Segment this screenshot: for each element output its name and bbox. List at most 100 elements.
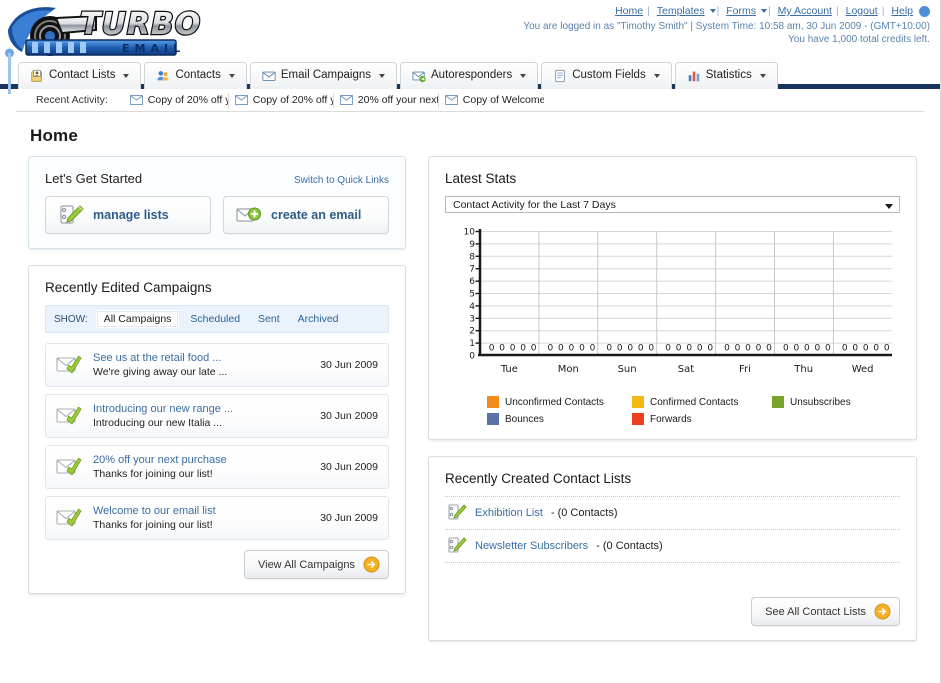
envelope-icon bbox=[339, 95, 353, 105]
chart-data-label: 0 bbox=[676, 344, 682, 354]
svg-text:0: 0 bbox=[469, 352, 475, 362]
nav-tab-label: Statistics bbox=[705, 69, 752, 82]
chart-data-label: 0 bbox=[873, 344, 879, 354]
campaign-subtitle: We're giving away our late ... bbox=[93, 366, 228, 378]
chart-data-label: 0 bbox=[648, 344, 654, 354]
header-link-forms[interactable]: Forms bbox=[726, 5, 757, 17]
stats-range-select[interactable]: Contact Activity for the Last 7 Days bbox=[445, 196, 900, 213]
filter-scheduled[interactable]: Scheduled bbox=[190, 313, 241, 325]
nav-tab-custom-fields[interactable]: Custom Fields bbox=[541, 62, 672, 89]
recent-activity-item[interactable]: Copy of Welcome to bbox=[439, 93, 544, 108]
contact-list-name[interactable]: Exhibition List bbox=[475, 507, 543, 519]
header-link-help[interactable]: Help bbox=[891, 5, 913, 17]
nav-tab-list: Contact Lists Contacts Email Campa bbox=[18, 60, 940, 89]
view-all-campaigns-label: View All Campaigns bbox=[257, 558, 355, 571]
campaign-list-item[interactable]: Introducing our new range ... Introducin… bbox=[45, 394, 389, 438]
campaign-date: 30 Jun 2009 bbox=[320, 359, 378, 371]
nav-tab-email-campaigns[interactable]: Email Campaigns bbox=[249, 62, 397, 89]
legend-item-unsubscribes: Unsubscribes bbox=[772, 396, 882, 408]
header-link-templates[interactable]: Templates bbox=[656, 5, 705, 17]
campaign-title[interactable]: See us at the retail food ... bbox=[93, 352, 222, 364]
filter-sent[interactable]: Sent bbox=[258, 313, 280, 325]
nav-tab-contact-lists[interactable]: Contact Lists bbox=[18, 62, 142, 89]
chevron-down-icon bbox=[709, 9, 716, 14]
nav-tab-autoresponders[interactable]: Autoresponders bbox=[400, 62, 539, 89]
chart-data-label: 0 bbox=[548, 344, 554, 354]
chart-data-label: 0 bbox=[825, 344, 831, 354]
nav-tab-label: Contact Lists bbox=[49, 69, 116, 82]
latest-stats-panel: Latest Stats Contact Activity for the La… bbox=[428, 156, 917, 440]
chart-data-label: 0 bbox=[686, 344, 692, 354]
nav-tab-label: Contacts bbox=[175, 69, 221, 82]
statistics-icon bbox=[688, 71, 699, 82]
chart-category-label: Wed bbox=[852, 364, 874, 375]
recent-activity-item[interactable]: Copy of 20% off yo bbox=[229, 92, 334, 108]
chevron-down-icon bbox=[885, 204, 893, 209]
svg-text:10: 10 bbox=[464, 228, 476, 238]
recent-activity-item[interactable]: 20% off your next bbox=[334, 92, 439, 108]
svg-text:8: 8 bbox=[469, 252, 475, 262]
campaign-list-item[interactable]: Welcome to our email list Thanks for joi… bbox=[45, 496, 389, 540]
contact-list-count: - (0 Contacts) bbox=[550, 507, 618, 519]
recent-activity-item[interactable]: Copy of 20% off yo bbox=[124, 92, 229, 108]
recently-edited-campaigns-panel: Recently Edited Campaigns SHOW: All Camp… bbox=[28, 265, 406, 594]
switch-to-quick-links[interactable]: Switch to Quick Links bbox=[293, 175, 389, 186]
autoresponder-icon bbox=[412, 71, 426, 83]
legend-item-confirmed-contacts: Confirmed Contacts bbox=[632, 396, 772, 408]
chart-data-label: 0 bbox=[499, 344, 505, 354]
manage-lists-label: manage lists bbox=[93, 208, 169, 222]
chart-category-label: Fri bbox=[739, 364, 751, 375]
chart-data-label: 0 bbox=[531, 344, 537, 354]
view-all-campaigns-button[interactable]: View All Campaigns bbox=[243, 550, 389, 579]
chart-data-label: 0 bbox=[783, 344, 789, 354]
left-column: Let's Get Started Switch to Quick Links bbox=[28, 156, 406, 610]
contact-list-row[interactable]: Newsletter Subscribers - (0 Contacts) bbox=[445, 530, 900, 563]
chart-category-label: Tue bbox=[500, 364, 518, 375]
chevron-down-icon bbox=[759, 74, 766, 78]
contact-list-name[interactable]: Newsletter Subscribers bbox=[475, 540, 589, 552]
header-link-home[interactable]: Home bbox=[615, 5, 644, 17]
nav-tab-label: Custom Fields bbox=[572, 69, 646, 82]
chevron-down-icon bbox=[520, 74, 527, 78]
nav-tab-statistics[interactable]: Statistics bbox=[674, 62, 778, 89]
contact-lists-panel-title: Recently Created Contact Lists bbox=[445, 471, 632, 486]
chart-data-label: 0 bbox=[489, 344, 495, 354]
legend-label: Unsubscribes bbox=[790, 396, 851, 408]
chart-data-label: 0 bbox=[863, 344, 869, 354]
chart-data-label: 0 bbox=[842, 344, 848, 354]
campaign-list-item[interactable]: See us at the retail food ... We're givi… bbox=[45, 343, 389, 387]
svg-text:TURBO: TURBO bbox=[80, 7, 201, 42]
legend-label: Bounces bbox=[505, 413, 544, 425]
envelope-icon bbox=[234, 95, 248, 105]
campaign-title[interactable]: Welcome to our email list bbox=[93, 505, 216, 517]
legend-swatch bbox=[632, 396, 644, 408]
header-link-my-account[interactable]: My Account bbox=[777, 5, 832, 17]
chart-data-label: 0 bbox=[569, 344, 575, 354]
help-circle-icon[interactable] bbox=[919, 5, 930, 17]
legend-swatch bbox=[772, 396, 784, 408]
svg-text:1: 1 bbox=[469, 339, 475, 349]
divider: | bbox=[835, 5, 839, 17]
divider: | bbox=[716, 5, 720, 17]
campaign-title[interactable]: Introducing our new range ... bbox=[93, 403, 234, 415]
chevron-down-icon bbox=[379, 74, 385, 78]
svg-text:2: 2 bbox=[469, 327, 475, 337]
contact-list-row[interactable]: Exhibition List - (0 Contacts) bbox=[445, 496, 900, 530]
get-started-panel: Let's Get Started Switch to Quick Links bbox=[28, 156, 406, 249]
create-an-email-button[interactable]: create an email bbox=[223, 196, 389, 234]
chart-category-label: Thu bbox=[793, 364, 813, 375]
campaign-title[interactable]: 20% off your next purchase bbox=[93, 454, 227, 466]
nav-tab-contacts[interactable]: Contacts bbox=[144, 62, 247, 89]
campaign-subtitle: Thanks for joining our list! bbox=[93, 519, 213, 531]
divider: | bbox=[768, 5, 771, 17]
chart-data-label: 0 bbox=[804, 344, 810, 354]
filter-archived[interactable]: Archived bbox=[297, 313, 339, 325]
filter-all-campaigns[interactable]: All Campaigns bbox=[95, 310, 180, 328]
svg-text:6: 6 bbox=[469, 277, 475, 287]
manage-lists-button[interactable]: manage lists bbox=[45, 196, 211, 234]
see-all-contact-lists-button[interactable]: See All Contact Lists bbox=[751, 597, 900, 626]
header-link-logout[interactable]: Logout bbox=[845, 5, 878, 17]
legend-item-forwards: Forwards bbox=[632, 413, 772, 425]
campaign-list-item[interactable]: 20% off your next purchase Thanks for jo… bbox=[45, 445, 389, 489]
campaign-date: 30 Jun 2009 bbox=[320, 410, 378, 422]
